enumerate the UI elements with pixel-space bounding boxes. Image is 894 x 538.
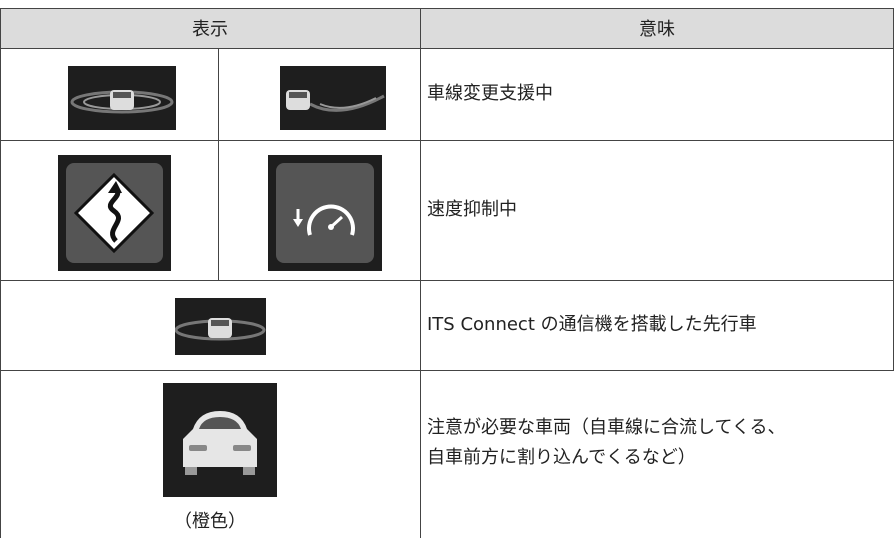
border (420, 8, 421, 538)
meaning-cell: 車線変更支援中 (427, 48, 887, 140)
border (218, 48, 219, 280)
meaning-line: 自車前方に割り込んでくるなど） (427, 446, 696, 468)
border (0, 140, 894, 141)
curve-sign-icon (58, 155, 171, 271)
lane-change-icon (68, 66, 176, 130)
border (0, 8, 894, 9)
border (0, 280, 894, 281)
meaning-cell: 注意が必要な車両（自車線に合流してくる、 自車前方に割り込んでくるなど） (427, 370, 887, 515)
meaning-cell: 速度抑制中 (427, 140, 887, 280)
meaning-line: 注意が必要な車両（自車線に合流してくる、 (427, 416, 786, 438)
meaning-line: ITS Connect の通信機を搭載した先行車 (427, 314, 757, 335)
lane-change-icon (280, 66, 386, 130)
border (0, 48, 894, 49)
meaning-line: 車線変更支援中 (427, 83, 553, 104)
header-cell: 意味 (420, 8, 894, 48)
speed-control-icon (268, 155, 382, 271)
header-cell: 表示 (0, 8, 420, 48)
icon-caption: （橙色） (174, 511, 246, 532)
caution-vehicle-icon (163, 383, 277, 497)
meaning-cell: ITS Connect の通信機を搭載した先行車 (427, 280, 887, 370)
meaning-line: 速度抑制中 (427, 199, 517, 220)
border (0, 370, 894, 371)
its-vehicle-icon (175, 298, 266, 355)
border (0, 8, 1, 538)
